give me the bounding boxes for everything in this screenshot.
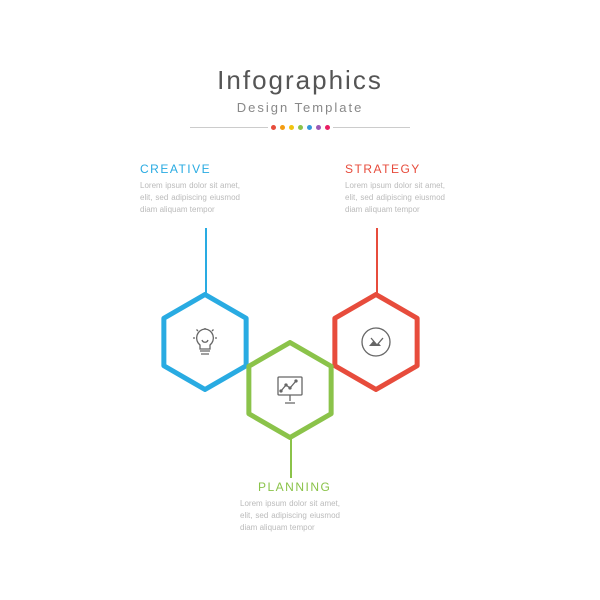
arrows-icon <box>358 324 394 360</box>
page-title: Infographics <box>0 65 600 96</box>
divider-dot <box>316 125 321 130</box>
hexagon-planning <box>240 340 340 440</box>
section-body-strategy: Lorem ipsum dolor sit amet, elit, sed ad… <box>345 180 445 216</box>
divider-dot <box>325 125 330 130</box>
section-body-creative: Lorem ipsum dolor sit amet, elit, sed ad… <box>140 180 240 216</box>
section-title-planning: PLANNING <box>258 480 331 494</box>
divider-dots <box>271 125 330 130</box>
section-body-planning: Lorem ipsum dolor sit amet, elit, sed ad… <box>240 498 340 534</box>
section-title-strategy: STRATEGY <box>345 162 421 176</box>
divider-dot <box>289 125 294 130</box>
divider <box>190 125 410 130</box>
divider-dot <box>271 125 276 130</box>
divider-line <box>190 127 268 128</box>
chart-icon <box>272 372 308 408</box>
divider-dot <box>298 125 303 130</box>
connector-creative <box>205 228 207 300</box>
connector-strategy <box>376 228 378 300</box>
section-title-creative: CREATIVE <box>140 162 211 176</box>
divider-line <box>333 127 411 128</box>
page-subtitle: Design Template <box>0 100 600 115</box>
header: Infographics Design Template <box>0 0 600 130</box>
divider-dot <box>280 125 285 130</box>
lightbulb-icon <box>188 325 222 359</box>
hexagon-strategy <box>326 292 426 392</box>
divider-dot <box>307 125 312 130</box>
